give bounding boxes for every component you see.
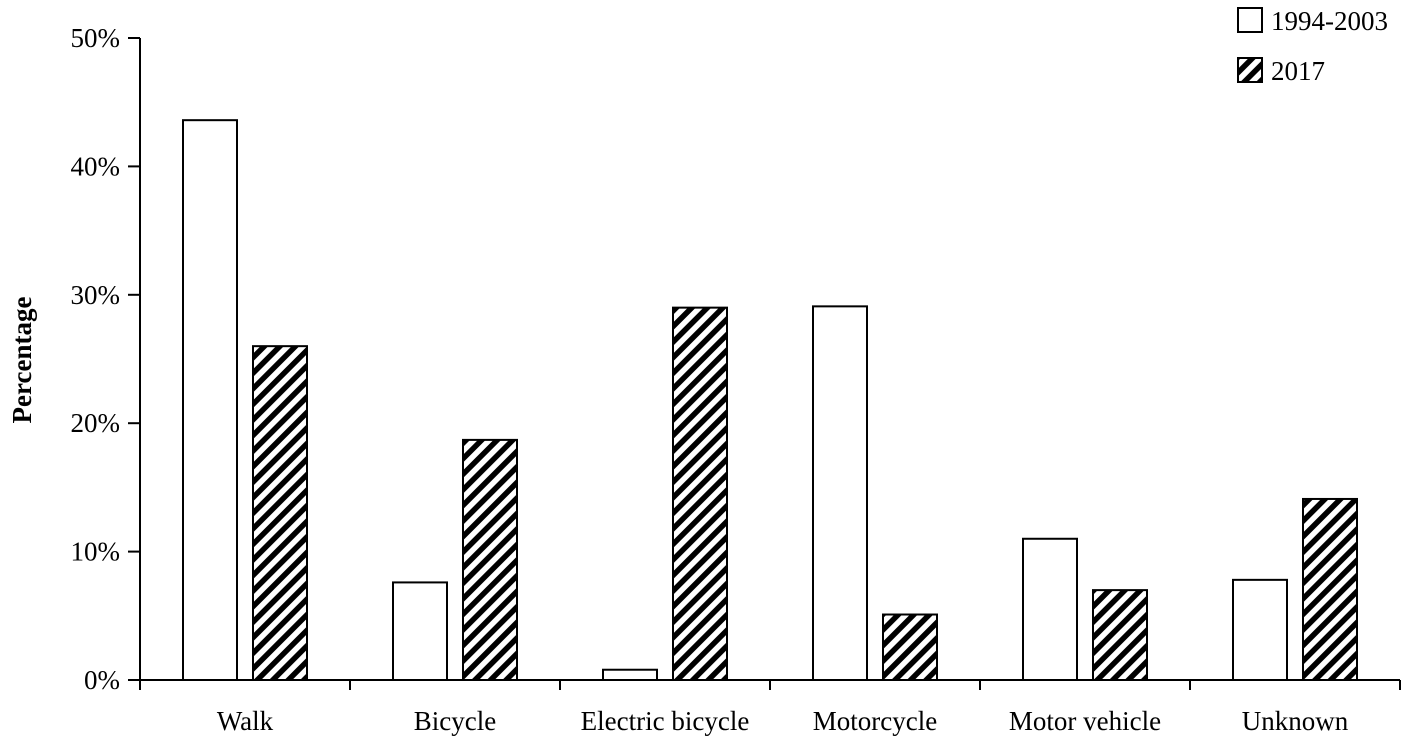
y-axis-title: Percentage: [7, 297, 37, 424]
y-tick-label: 30%: [71, 280, 121, 310]
bar-2017: [1302, 497, 1358, 681]
bar-1994-2003: [1022, 537, 1078, 682]
bar-2017: [672, 306, 728, 681]
legend-label: 2017: [1271, 56, 1325, 86]
bar-1994-2003: [812, 305, 868, 681]
y-tick-label: 0%: [84, 665, 120, 695]
x-category-label: Electric bicycle: [581, 706, 750, 736]
y-tick-label: 20%: [71, 408, 121, 438]
bar-2017: [462, 438, 518, 681]
legend-swatch: [1237, 57, 1263, 83]
legend-label: 1994-2003: [1271, 6, 1388, 36]
x-category-label: Unknown: [1242, 706, 1349, 736]
x-category-label: Walk: [217, 706, 274, 736]
bar-2017: [1092, 589, 1148, 681]
y-tick-label: 50%: [71, 23, 121, 53]
y-axis-label: Percentage: [7, 297, 37, 424]
x-category-label: Bicycle: [414, 706, 496, 736]
bar-1994-2003: [602, 668, 658, 682]
bar-2017: [882, 613, 938, 681]
bar-2017: [252, 345, 308, 681]
y-tick-label: 10%: [71, 537, 121, 567]
y-tick-label: 40%: [71, 151, 121, 181]
bars: [182, 119, 1358, 682]
bar-1994-2003: [392, 581, 448, 682]
x-category-label: Motor vehicle: [1009, 706, 1161, 736]
legend-swatch: [1237, 7, 1263, 33]
legend: 1994-2003 2017: [1237, 6, 1388, 86]
bar-1994-2003: [1232, 578, 1288, 682]
bar-1994-2003: [182, 119, 238, 681]
axes: [128, 37, 1401, 690]
x-category-label: Motorcycle: [813, 706, 937, 736]
axis-labels: 0% 10% 20% 30% 40% 50% Walk Bicycle Electric bic…: [71, 23, 1349, 736]
